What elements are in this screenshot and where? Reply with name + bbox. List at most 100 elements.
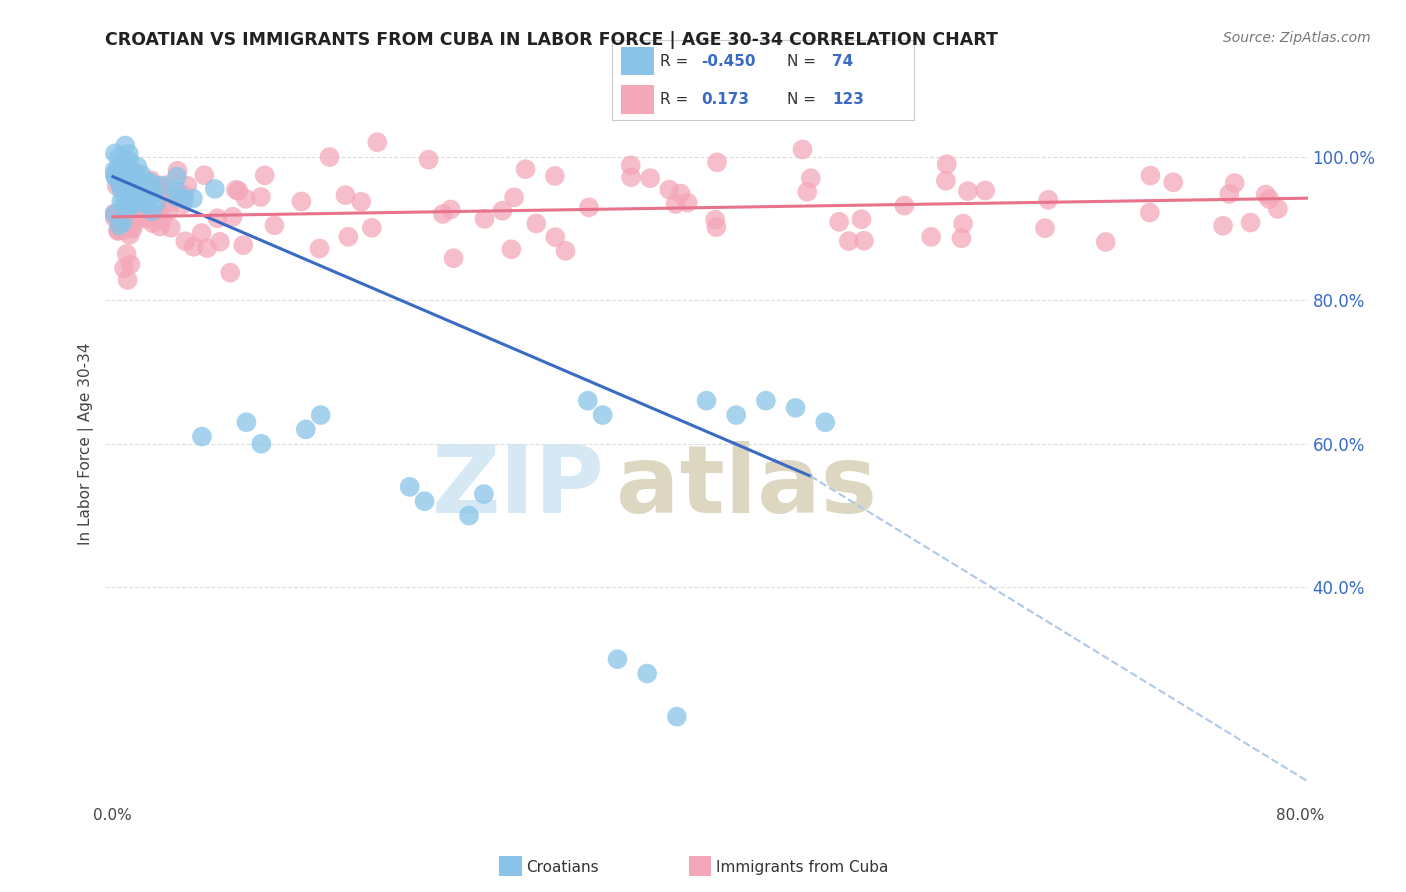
Point <box>638 171 661 186</box>
Point <box>1254 187 1277 202</box>
Point <box>191 429 214 443</box>
Point <box>253 169 276 183</box>
Point <box>235 192 257 206</box>
Point <box>110 221 132 235</box>
Point <box>121 186 143 200</box>
Point <box>150 212 173 227</box>
Point <box>250 190 273 204</box>
Point <box>1161 175 1184 189</box>
Point <box>118 213 141 227</box>
Point <box>207 211 229 226</box>
Point <box>503 190 526 204</box>
Point <box>190 226 212 240</box>
Point <box>578 200 600 214</box>
Point <box>103 163 125 178</box>
Point <box>139 176 162 190</box>
Point <box>108 150 131 164</box>
Point <box>150 178 173 193</box>
Point <box>129 195 152 210</box>
Point <box>235 415 257 429</box>
Point <box>309 408 332 422</box>
Point <box>155 188 177 202</box>
Point <box>142 216 165 230</box>
Point <box>117 183 139 197</box>
Point <box>112 173 135 187</box>
Point <box>166 169 188 184</box>
Point <box>117 273 139 287</box>
Text: N =: N = <box>787 92 821 107</box>
Point <box>337 229 360 244</box>
Point <box>111 159 134 173</box>
Point <box>104 146 127 161</box>
Point <box>893 198 915 212</box>
Point <box>174 234 197 248</box>
Text: ZIP: ZIP <box>432 441 605 533</box>
Point <box>110 194 132 209</box>
Point <box>636 666 658 681</box>
Point <box>114 159 136 173</box>
Point <box>814 415 837 429</box>
Point <box>544 169 567 183</box>
Point <box>181 192 204 206</box>
Point <box>952 217 974 231</box>
Point <box>138 211 160 226</box>
Point <box>366 135 388 149</box>
Point <box>114 166 136 180</box>
Point <box>118 171 141 186</box>
Point <box>1139 169 1161 183</box>
Point <box>149 219 172 234</box>
Point <box>127 204 149 219</box>
Point <box>172 197 194 211</box>
Point <box>1094 235 1116 249</box>
Point <box>1139 205 1161 219</box>
Point <box>145 195 167 210</box>
Point <box>110 183 132 197</box>
Point <box>124 176 146 190</box>
Point <box>263 219 285 233</box>
Point <box>117 181 139 195</box>
Point <box>122 181 145 195</box>
Point <box>800 171 823 186</box>
Point <box>193 168 215 182</box>
Point <box>111 215 134 229</box>
Point <box>125 210 148 224</box>
Point <box>458 508 481 523</box>
Point <box>950 231 973 245</box>
Point <box>620 170 643 185</box>
Point <box>120 185 142 199</box>
Point <box>112 223 135 237</box>
Point <box>418 153 440 167</box>
Point <box>142 186 165 201</box>
Point <box>166 163 188 178</box>
Point <box>128 193 150 207</box>
Point <box>290 194 312 209</box>
Point <box>792 143 814 157</box>
Point <box>554 244 576 258</box>
Point <box>676 195 699 210</box>
Point <box>105 207 128 221</box>
Point <box>350 194 373 209</box>
Point <box>828 215 851 229</box>
Point <box>108 208 131 222</box>
Point <box>250 437 273 451</box>
Point <box>1038 193 1060 207</box>
Point <box>576 393 599 408</box>
Point <box>166 184 188 198</box>
Point <box>104 207 127 221</box>
Point <box>120 195 142 210</box>
Point <box>122 165 145 179</box>
Point <box>665 709 688 723</box>
Point <box>120 200 142 214</box>
Point <box>120 196 142 211</box>
Point <box>1218 186 1240 201</box>
Point <box>920 230 942 244</box>
Text: R =: R = <box>659 54 693 69</box>
Point <box>136 196 159 211</box>
Point <box>704 212 727 227</box>
Point <box>785 401 807 415</box>
Point <box>131 190 153 204</box>
Point <box>440 202 463 217</box>
Point <box>1267 202 1289 216</box>
Point <box>115 195 138 210</box>
Point <box>725 408 748 422</box>
